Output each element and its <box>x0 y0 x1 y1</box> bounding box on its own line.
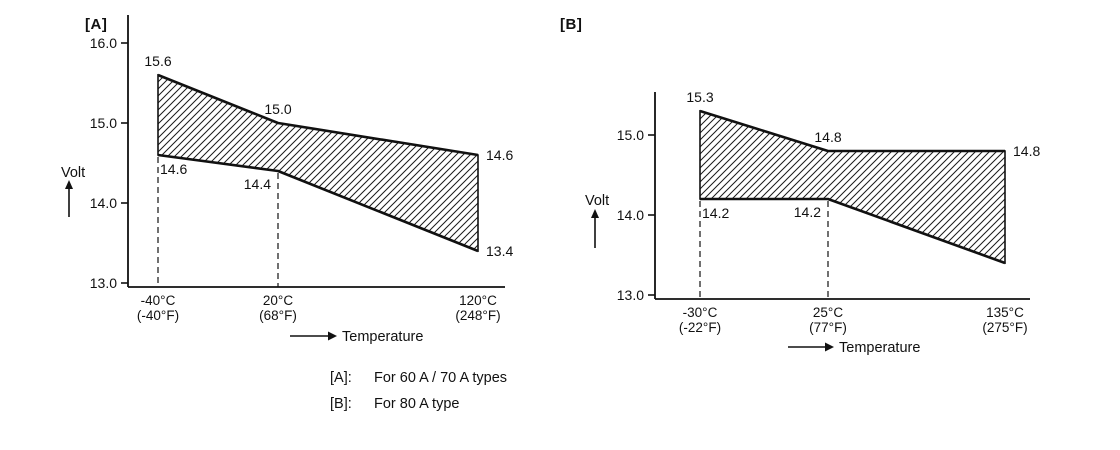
y-axis-title: Volt <box>61 165 85 181</box>
legend-key: [B]: <box>330 396 352 412</box>
x-tick-label: 20°C <box>263 293 293 308</box>
tolerance-band-area <box>699 109 1006 265</box>
x-tick-label: 25°C <box>813 305 843 320</box>
y-tick-label: 15.0 <box>617 127 644 143</box>
y-tick-label: 15.0 <box>90 115 117 131</box>
point-label: 14.8 <box>1013 143 1040 159</box>
x-tick-label: 135°C <box>986 305 1024 320</box>
legend-text: For 60 A / 70 A types <box>374 370 508 386</box>
x-tick-label: 120°C <box>459 293 497 308</box>
legend-item: [B]: For 80 A type <box>330 396 507 412</box>
y-axis-title: Volt <box>585 193 609 209</box>
upper-limit-curve <box>699 109 1005 153</box>
x-tick-sublabel: (-40°F) <box>137 308 179 323</box>
point-label: 15.0 <box>264 101 291 117</box>
point-label: 15.6 <box>144 53 171 69</box>
chart-svg-B: 13.0 14.0 15.0 -30°C(-22°F) 25°C(77°F) 135°C(… <box>585 89 1040 356</box>
y-tick-label: 14.0 <box>617 207 644 223</box>
x-tick-sublabel: (248°F) <box>455 308 500 323</box>
point-label: 14.4 <box>244 176 271 192</box>
x-tick-label: -30°C <box>683 305 718 320</box>
point-label: 14.2 <box>794 204 821 220</box>
panel-label-b: [B] <box>560 16 583 33</box>
chart-panel-a: 13.0 14.0 15.0 16.0 -40°C (-40°F) 20°C (68°F) 12… <box>60 5 565 360</box>
panel-label-a: [A] <box>85 16 108 33</box>
tolerance-band-area <box>157 73 479 253</box>
y-tick-label: 14.0 <box>90 195 117 211</box>
up-arrow-head-icon <box>591 209 599 218</box>
x-axis-title: Temperature <box>839 340 920 356</box>
legend-text: For 80 A type <box>374 396 460 412</box>
chart-svg-A: 13.0 14.0 15.0 16.0 -40°C(-40°F) 20°C(68°F) 12… <box>61 15 513 345</box>
chart-panel-b: 13.0 14.0 15.0 -30°C (-22°F) 25°C (77°F) 135°C(… <box>555 5 1075 365</box>
point-label: 14.6 <box>486 147 513 163</box>
y-tick-label: 16.0 <box>90 35 117 51</box>
point-label: 14.8 <box>814 129 841 145</box>
legend-key: [A]: <box>330 370 352 386</box>
legend-item: [A]: For 60 A / 70 A types <box>330 370 507 386</box>
upper-limit-curve <box>157 73 479 157</box>
x-tick-sublabel: (-22°F) <box>679 320 721 335</box>
x-tick-label: -40°C <box>141 293 176 308</box>
right-arrow-head-icon <box>328 331 337 341</box>
point-label: 14.6 <box>160 161 187 177</box>
point-label: 13.4 <box>486 243 513 259</box>
x-tick-sublabel: (77°F) <box>809 320 847 335</box>
legend: [A]: For 60 A / 70 A types [B]: For 80 A… <box>330 370 507 422</box>
x-tick-sublabel: (68°F) <box>259 308 297 323</box>
y-tick-label: 13.0 <box>90 275 117 291</box>
point-label: 15.3 <box>686 89 713 105</box>
lower-limit-curve <box>700 197 1006 265</box>
point-label: 14.2 <box>702 205 729 221</box>
up-arrow-head-icon <box>65 180 73 189</box>
x-tick-sublabel: (275°F) <box>982 320 1027 335</box>
lower-limit-curve <box>157 153 479 253</box>
y-tick-label: 13.0 <box>617 287 644 303</box>
right-arrow-head-icon <box>825 342 834 352</box>
x-axis-title: Temperature <box>342 329 423 345</box>
